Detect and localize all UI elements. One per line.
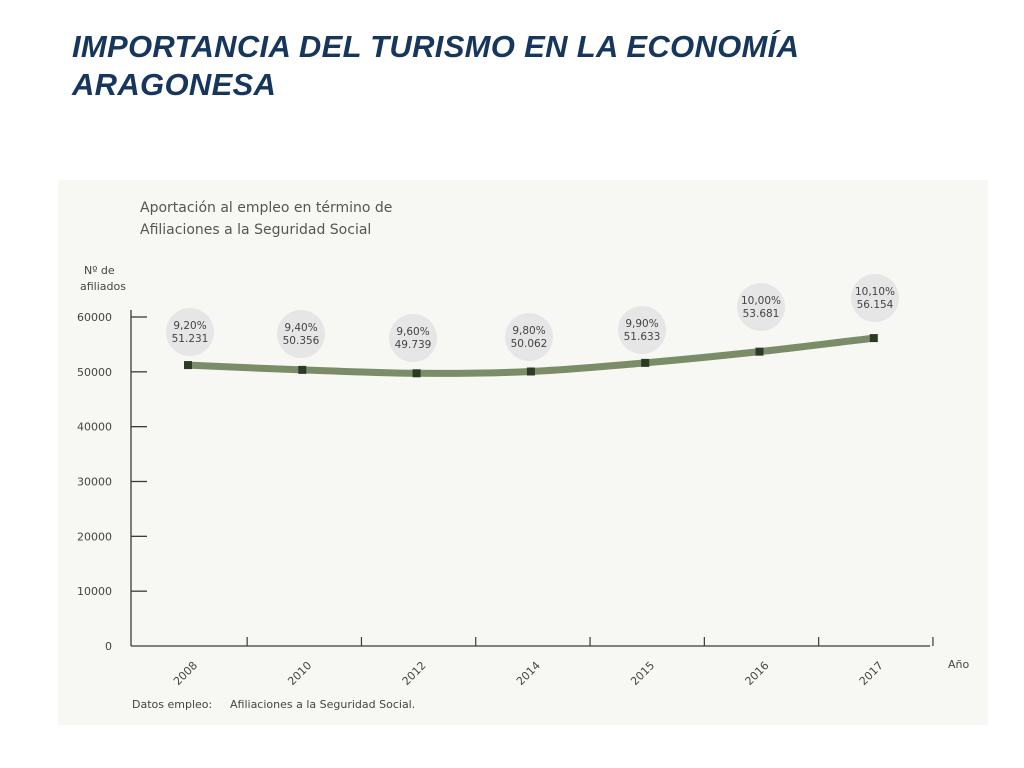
slide-title: IMPORTANCIA DEL TURISMO EN LA ECONOMÍA A…	[72, 29, 799, 102]
data-label-bubble	[166, 308, 214, 356]
x-tick-label: 2014	[514, 659, 543, 688]
y-tick-label: 0	[105, 640, 112, 653]
data-label-pct: 9,60%	[396, 326, 429, 338]
data-label-bubble	[851, 274, 899, 322]
data-label-pct: 10,00%	[741, 295, 781, 307]
chart-title-line-1: Aportación al empleo en término de	[140, 200, 393, 216]
data-label-bubble	[277, 310, 325, 358]
data-label-value: 56.154	[857, 299, 894, 311]
data-label-value: 51.633	[624, 331, 661, 343]
x-tick-label: 2016	[743, 659, 772, 688]
data-label-pct: 9,90%	[625, 318, 658, 330]
y-axis-label-line-1: Nº de	[84, 264, 115, 277]
footnote-source: Afiliaciones a la Seguridad Social.	[230, 698, 416, 711]
data-label-pct: 9,20%	[173, 320, 206, 332]
y-tick-label: 10000	[77, 585, 112, 598]
chart-title-line-2: Afiliaciones a la Seguridad Social	[140, 222, 372, 238]
data-label-value: 50.356	[283, 335, 320, 347]
x-tick-label: 2010	[285, 659, 314, 688]
chart-panel	[58, 180, 988, 725]
x-tick-label: 2017	[857, 659, 886, 688]
data-point-marker	[641, 358, 650, 367]
data-label-bubble	[505, 313, 553, 361]
y-tick-label: 30000	[77, 476, 112, 489]
y-tick-label: 20000	[77, 530, 112, 543]
data-label-bubble	[389, 314, 437, 362]
x-tick-label: 2008	[171, 659, 200, 688]
data-label-pct: 9,40%	[284, 322, 317, 334]
data-label-pct: 10,10%	[855, 286, 895, 298]
data-point-marker	[869, 334, 878, 343]
data-label-value: 51.231	[172, 333, 209, 345]
x-axis-title: Año	[948, 658, 970, 671]
data-point-marker	[184, 361, 192, 370]
y-tick-label: 50000	[77, 366, 112, 379]
data-point-marker	[298, 365, 307, 374]
data-label-bubble	[737, 283, 785, 331]
data-label-value: 49.739	[395, 339, 432, 351]
data-label-bubble	[618, 306, 666, 354]
data-point-marker	[755, 347, 764, 356]
data-label-value: 53.681	[743, 308, 780, 320]
footnote-label: Datos empleo:	[132, 698, 213, 711]
data-label-pct: 9,80%	[512, 325, 545, 337]
data-label-value: 50.062	[511, 338, 548, 350]
x-tick-label: 2015	[628, 659, 657, 688]
data-point-marker	[412, 369, 421, 378]
x-tick-label: 2012	[400, 659, 429, 688]
data-point-marker	[526, 367, 535, 376]
y-axis-label-line-2: afiliados	[80, 280, 126, 293]
y-tick-label: 40000	[77, 421, 112, 434]
y-tick-label: 60000	[77, 311, 112, 324]
